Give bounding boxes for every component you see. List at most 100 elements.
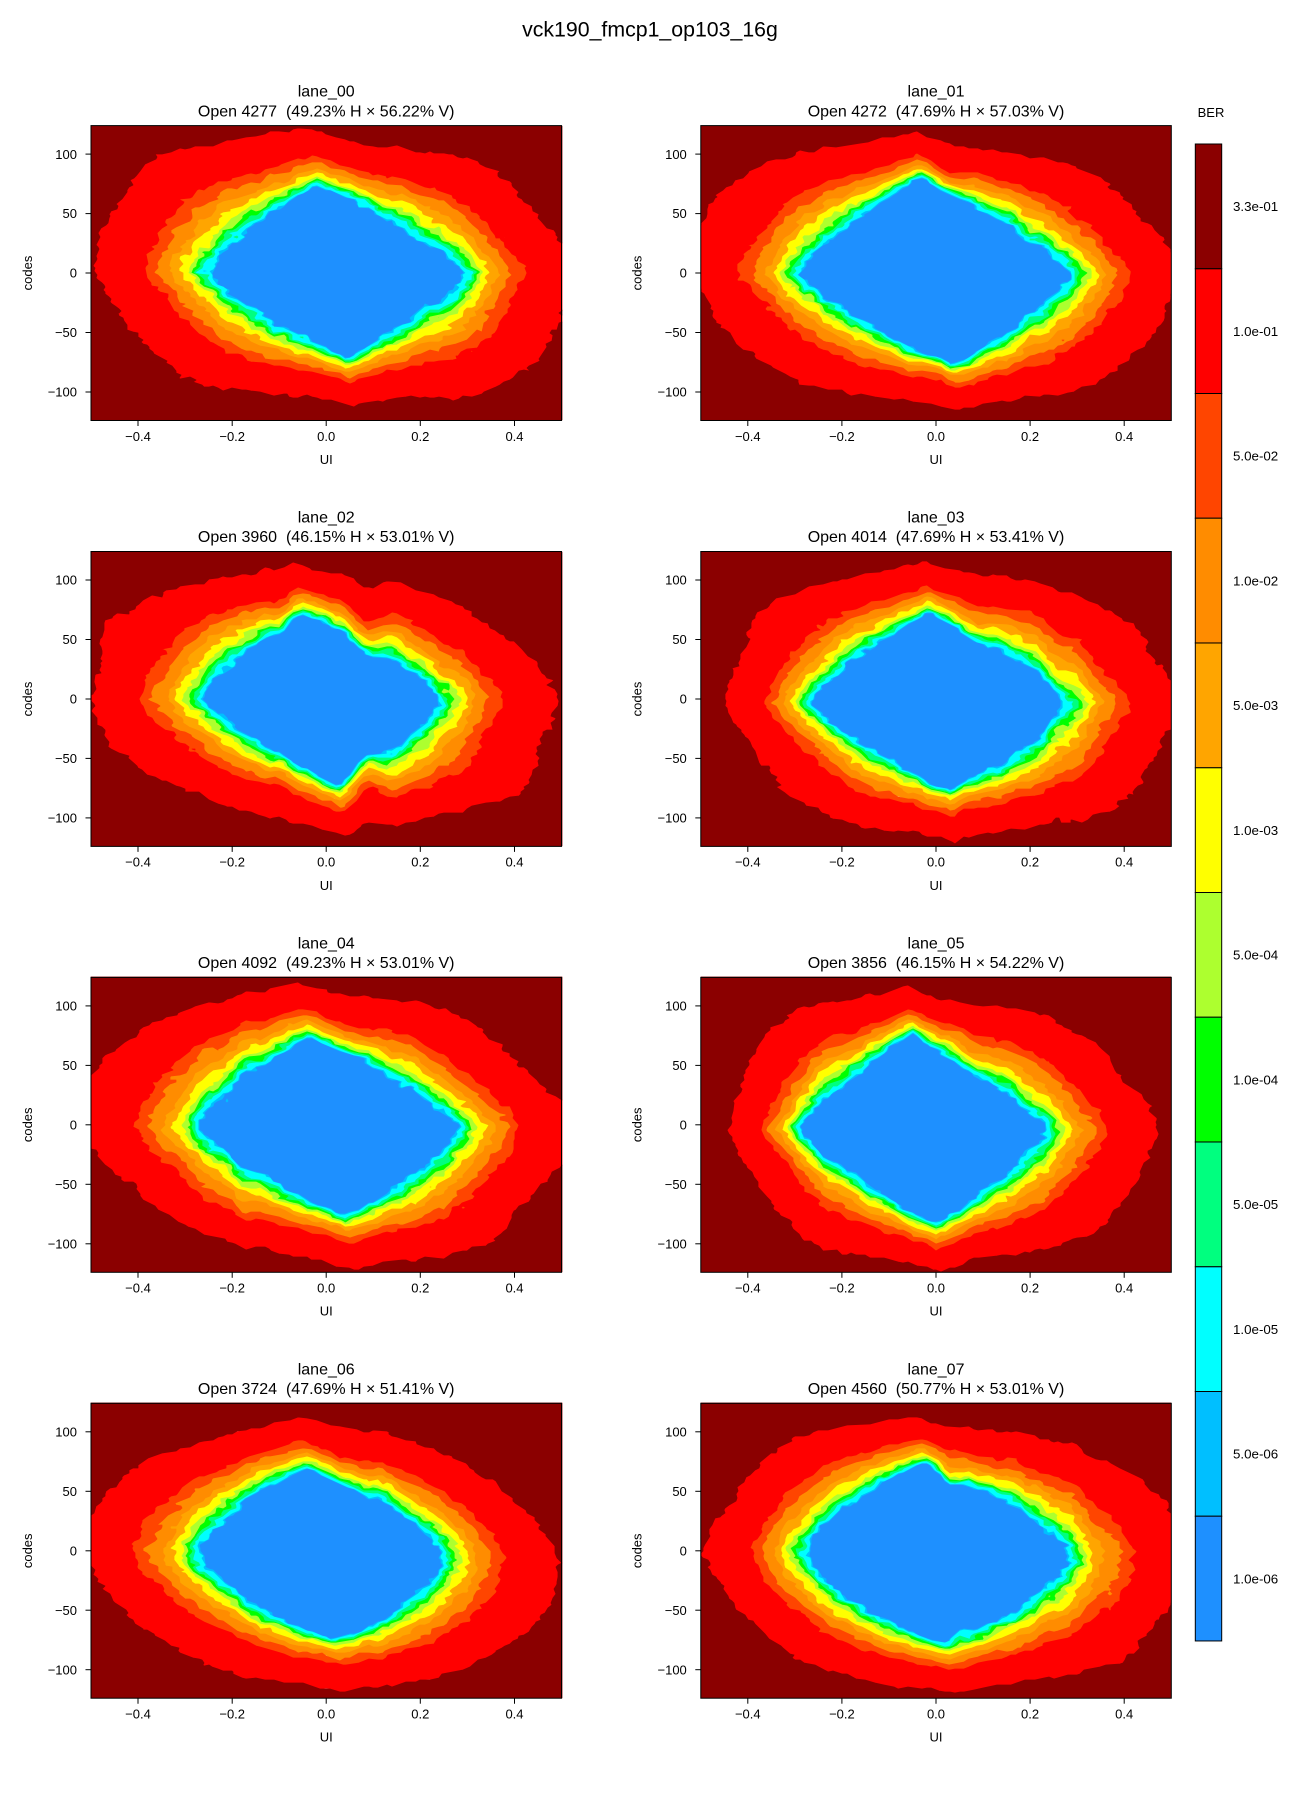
svg-text:Open 3856 (46.15% H × 54.22%: Open 3856 (46.15% H × 54.22% V) bbox=[808, 955, 1065, 972]
svg-text:UI: UI bbox=[320, 452, 333, 467]
svg-text:50: 50 bbox=[63, 206, 77, 221]
svg-text:lane_06: lane_06 bbox=[298, 1361, 355, 1378]
svg-text:0: 0 bbox=[680, 266, 687, 281]
svg-text:0.0: 0.0 bbox=[317, 429, 335, 444]
svg-text:0.2: 0.2 bbox=[1021, 1281, 1039, 1296]
svg-text:−0.4: −0.4 bbox=[125, 1281, 151, 1296]
svg-text:0.2: 0.2 bbox=[1021, 855, 1039, 870]
svg-text:5.0e-06: 5.0e-06 bbox=[1233, 1447, 1278, 1462]
svg-text:0.4: 0.4 bbox=[1115, 855, 1133, 870]
svg-text:lane_02: lane_02 bbox=[298, 510, 355, 527]
svg-text:1.0e-05: 1.0e-05 bbox=[1233, 1322, 1278, 1337]
svg-text:3.3e-01: 3.3e-01 bbox=[1233, 199, 1278, 214]
svg-text:codes: codes bbox=[20, 1533, 35, 1568]
svg-text:lane_01: lane_01 bbox=[908, 84, 965, 101]
svg-text:Open 4014 (47.69% H × 53.41%: Open 4014 (47.69% H × 53.41% V) bbox=[808, 529, 1065, 546]
svg-text:UI: UI bbox=[930, 878, 943, 893]
svg-text:−50: −50 bbox=[55, 1177, 77, 1192]
svg-text:−100: −100 bbox=[48, 385, 77, 400]
svg-text:0.4: 0.4 bbox=[505, 1707, 523, 1722]
svg-text:0.2: 0.2 bbox=[1021, 1707, 1039, 1722]
svg-text:codes: codes bbox=[630, 681, 645, 716]
svg-text:−50: −50 bbox=[665, 1177, 687, 1192]
svg-text:5.0e-03: 5.0e-03 bbox=[1233, 698, 1278, 713]
svg-text:5.0e-04: 5.0e-04 bbox=[1233, 948, 1279, 963]
svg-text:−0.2: −0.2 bbox=[219, 855, 245, 870]
svg-text:lane_04: lane_04 bbox=[298, 935, 355, 952]
svg-text:UI: UI bbox=[930, 452, 943, 467]
svg-text:−0.4: −0.4 bbox=[735, 1707, 761, 1722]
svg-text:1.0e-02: 1.0e-02 bbox=[1233, 573, 1278, 588]
svg-text:0.2: 0.2 bbox=[411, 429, 429, 444]
svg-text:0: 0 bbox=[680, 1118, 687, 1133]
svg-text:100: 100 bbox=[55, 147, 77, 162]
svg-text:−0.4: −0.4 bbox=[125, 1707, 151, 1722]
svg-text:−0.2: −0.2 bbox=[219, 1707, 245, 1722]
svg-text:5.0e-05: 5.0e-05 bbox=[1233, 1197, 1278, 1212]
svg-text:lane_07: lane_07 bbox=[908, 1361, 965, 1378]
svg-text:100: 100 bbox=[665, 147, 687, 162]
svg-text:100: 100 bbox=[55, 573, 77, 588]
svg-text:1.0e-06: 1.0e-06 bbox=[1233, 1571, 1278, 1586]
svg-text:0.0: 0.0 bbox=[927, 429, 945, 444]
svg-text:−100: −100 bbox=[658, 1662, 687, 1677]
svg-text:50: 50 bbox=[672, 1484, 686, 1499]
svg-text:Open 4560 (50.77% H × 53.01%: Open 4560 (50.77% H × 53.01% V) bbox=[808, 1381, 1065, 1398]
svg-text:vck190_fmcp1_op103_16g: vck190_fmcp1_op103_16g bbox=[522, 18, 778, 42]
svg-text:lane_03: lane_03 bbox=[908, 510, 965, 527]
svg-text:−0.4: −0.4 bbox=[125, 855, 151, 870]
svg-text:−0.4: −0.4 bbox=[125, 429, 151, 444]
svg-text:0: 0 bbox=[70, 692, 77, 707]
svg-text:100: 100 bbox=[665, 999, 687, 1014]
svg-text:−0.2: −0.2 bbox=[219, 429, 245, 444]
svg-text:codes: codes bbox=[20, 1107, 35, 1142]
svg-text:Open 4277 (49.23% H × 56.22%: Open 4277 (49.23% H × 56.22% V) bbox=[198, 103, 455, 120]
svg-text:BER: BER bbox=[1198, 105, 1225, 120]
svg-text:codes: codes bbox=[630, 1533, 645, 1568]
svg-text:0.2: 0.2 bbox=[411, 1707, 429, 1722]
svg-text:0: 0 bbox=[680, 1543, 687, 1558]
svg-text:−0.4: −0.4 bbox=[735, 429, 761, 444]
svg-text:50: 50 bbox=[672, 632, 686, 647]
svg-text:5.0e-02: 5.0e-02 bbox=[1233, 449, 1278, 464]
svg-text:50: 50 bbox=[63, 1058, 77, 1073]
svg-text:−0.4: −0.4 bbox=[735, 855, 761, 870]
svg-text:UI: UI bbox=[320, 1304, 333, 1319]
svg-text:50: 50 bbox=[672, 206, 686, 221]
svg-text:codes: codes bbox=[630, 1107, 645, 1142]
svg-text:−100: −100 bbox=[658, 385, 687, 400]
svg-text:UI: UI bbox=[320, 878, 333, 893]
svg-text:Open 4092 (49.23% H × 53.01%: Open 4092 (49.23% H × 53.01% V) bbox=[198, 955, 455, 972]
svg-text:−50: −50 bbox=[665, 325, 687, 340]
svg-text:−0.2: −0.2 bbox=[219, 1281, 245, 1296]
svg-text:0: 0 bbox=[70, 1118, 77, 1133]
svg-text:−50: −50 bbox=[665, 1603, 687, 1618]
svg-text:50: 50 bbox=[672, 1058, 686, 1073]
svg-text:UI: UI bbox=[930, 1304, 943, 1319]
svg-text:0: 0 bbox=[70, 1543, 77, 1558]
svg-text:−0.4: −0.4 bbox=[735, 1281, 761, 1296]
svg-text:−0.2: −0.2 bbox=[829, 429, 855, 444]
svg-text:lane_00: lane_00 bbox=[298, 84, 355, 101]
svg-text:0.4: 0.4 bbox=[1115, 1281, 1133, 1296]
svg-text:−50: −50 bbox=[665, 751, 687, 766]
svg-text:codes: codes bbox=[20, 681, 35, 716]
svg-text:100: 100 bbox=[665, 1425, 687, 1440]
svg-text:100: 100 bbox=[55, 1425, 77, 1440]
svg-text:0.2: 0.2 bbox=[411, 855, 429, 870]
svg-text:lane_05: lane_05 bbox=[908, 935, 965, 952]
svg-text:0.0: 0.0 bbox=[317, 1281, 335, 1296]
svg-text:0.4: 0.4 bbox=[1115, 429, 1133, 444]
svg-text:UI: UI bbox=[320, 1730, 333, 1745]
svg-text:−100: −100 bbox=[658, 811, 687, 826]
svg-text:0.2: 0.2 bbox=[411, 1281, 429, 1296]
svg-text:−100: −100 bbox=[48, 1662, 77, 1677]
svg-text:0.0: 0.0 bbox=[927, 1281, 945, 1296]
svg-text:0.0: 0.0 bbox=[317, 855, 335, 870]
svg-text:0.2: 0.2 bbox=[1021, 429, 1039, 444]
svg-text:Open 4272 (47.69% H × 57.03%: Open 4272 (47.69% H × 57.03% V) bbox=[808, 103, 1065, 120]
svg-text:−50: −50 bbox=[55, 325, 77, 340]
svg-text:0.4: 0.4 bbox=[505, 429, 523, 444]
svg-text:100: 100 bbox=[665, 573, 687, 588]
svg-text:−0.2: −0.2 bbox=[829, 1281, 855, 1296]
